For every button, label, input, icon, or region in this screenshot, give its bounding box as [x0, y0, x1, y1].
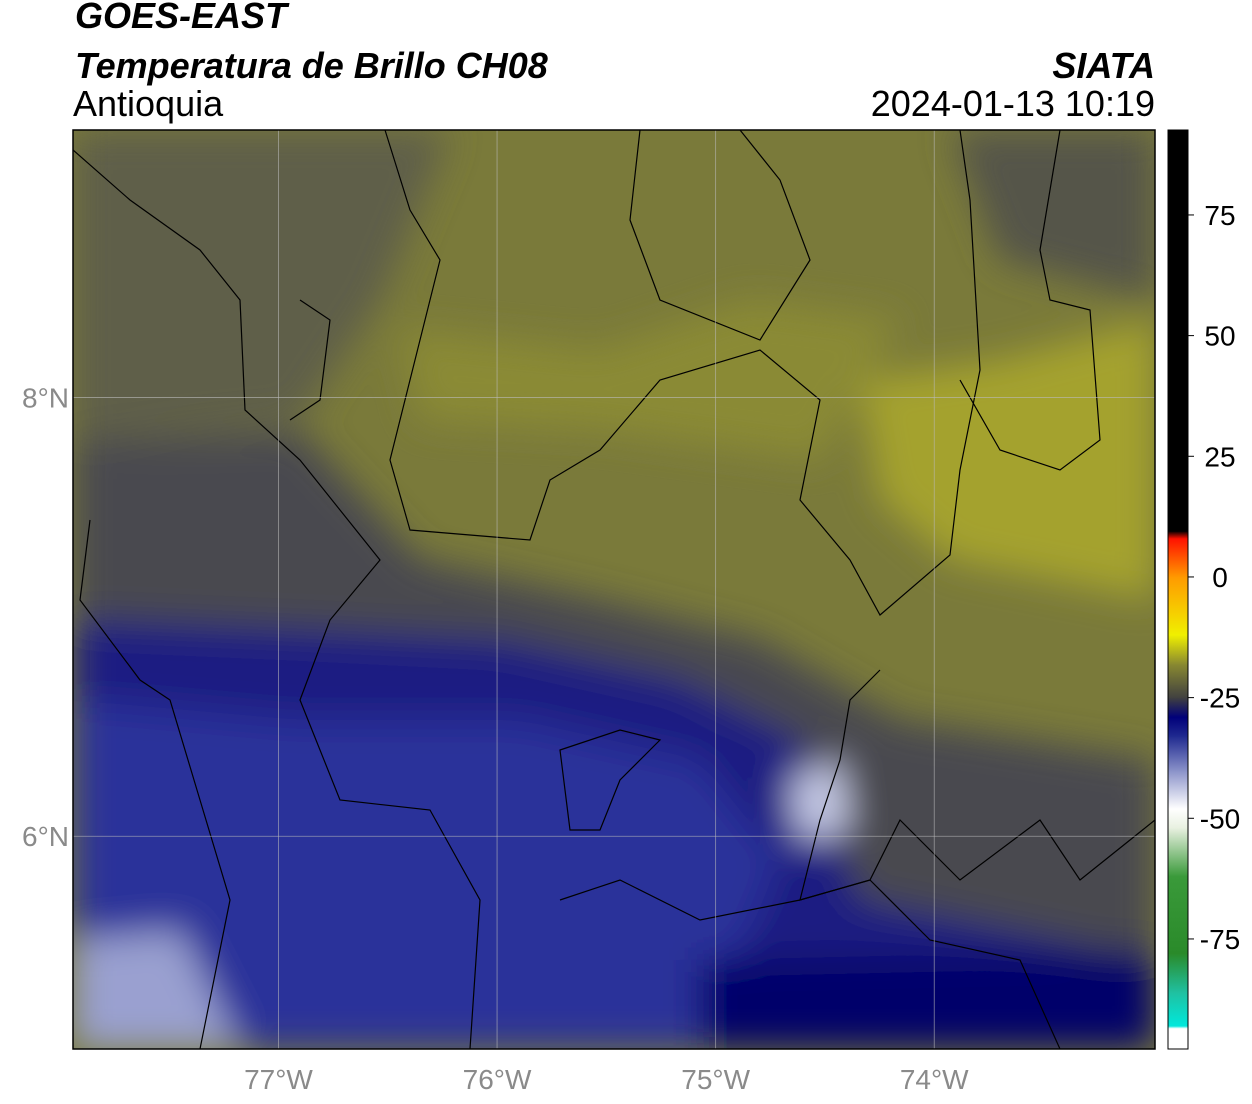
border	[559, 729, 662, 831]
colorbar-segment	[1168, 130, 1188, 532]
y-tick-label: 6°N	[22, 821, 69, 852]
x-tick-label: 77°W	[244, 1064, 313, 1095]
datetime: 2024-01-13 10:19	[871, 83, 1155, 124]
x-tick-label: 74°W	[900, 1064, 969, 1095]
border	[384, 130, 981, 616]
colorbar-tick-label: 75	[1204, 200, 1235, 231]
border	[289, 299, 331, 421]
graticule: 77°W 76°W 75°W 74°W 8°N 6°N	[22, 130, 1155, 1095]
colorbar-tick-label: 50	[1204, 321, 1235, 352]
colorbar-segment	[1168, 770, 1188, 810]
colorbar-tick-label: 0	[1212, 562, 1228, 593]
x-tick-label: 75°W	[681, 1064, 750, 1095]
source: SIATA	[1052, 45, 1155, 86]
colorbar-segment	[1168, 716, 1188, 737]
colorbar-segment	[1168, 736, 1188, 771]
colorbar-tick-label: -75	[1200, 924, 1240, 955]
colorbar-tick-label: 25	[1204, 441, 1235, 472]
title: GOES-EAST	[75, 0, 290, 36]
x-tick-label: 76°W	[463, 1064, 532, 1095]
region: Antioquia	[73, 83, 224, 124]
border	[629, 130, 811, 341]
colorbar-segment	[1168, 1028, 1188, 1050]
border	[559, 818, 1155, 921]
colorbar-segment	[1168, 992, 1188, 1027]
colorbar: 75 50 25 0 -25 -50 -75	[1167, 129, 1240, 1050]
colorbar-tick-label: -25	[1200, 683, 1240, 714]
colorbar-segment	[1168, 953, 1188, 993]
colorbar-segment	[1168, 538, 1188, 578]
colorbar-segment	[1168, 876, 1188, 954]
colorbar-segment	[1168, 827, 1188, 877]
border	[959, 130, 1101, 471]
colorbar-tick-label: -50	[1200, 803, 1240, 834]
colorbar-segment	[1168, 697, 1188, 718]
colorbar-frame	[1167, 129, 1189, 1050]
colorbar-segment	[1168, 663, 1188, 699]
colorbar-segment	[1168, 808, 1188, 829]
colorbar-segment	[1168, 1025, 1188, 1029]
colorbar-segment	[1168, 576, 1188, 636]
satellite-image	[73, 130, 1155, 1049]
subtitle: Temperatura de Brillo CH08	[75, 45, 548, 86]
border	[79, 519, 231, 1049]
y-tick-label: 8°N	[22, 383, 69, 414]
border	[73, 149, 481, 1049]
colorbar-segment	[1168, 531, 1188, 539]
colorbar-segment	[1168, 634, 1188, 665]
map-frame	[72, 129, 1156, 1050]
